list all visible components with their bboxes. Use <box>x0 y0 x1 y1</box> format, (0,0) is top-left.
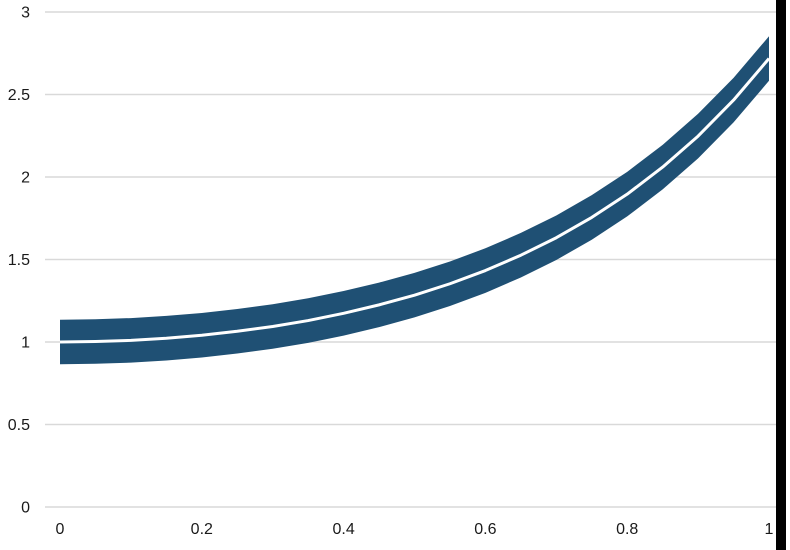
x-tick-label: 0.2 <box>191 521 213 538</box>
x-tick-label: 0 <box>56 521 65 538</box>
y-tick-label: 2 <box>21 170 30 187</box>
right-edge-dark-bar <box>776 0 786 550</box>
y-tick-label: 0.5 <box>8 417 30 434</box>
mean-line <box>59 57 771 344</box>
y-axis-tick-labels: 0 0.5 1 1.5 2 2.5 3 <box>8 5 30 517</box>
x-tick-label: 0.6 <box>474 521 496 538</box>
y-tick-label: 0 <box>21 500 30 517</box>
x-tick-label: 1 <box>765 521 774 538</box>
y-tick-label: 1.5 <box>8 252 30 269</box>
x-tick-label: 0.4 <box>332 521 354 538</box>
y-tick-label: 1 <box>21 335 30 352</box>
confidence-band-area <box>60 36 769 365</box>
y-tick-label: 3 <box>21 5 30 22</box>
x-axis-tick-labels: 0 0.2 0.4 0.6 0.8 1 <box>56 521 774 538</box>
x-tick-label: 0.8 <box>616 521 638 538</box>
gridlines <box>45 11 776 508</box>
y-tick-label: 2.5 <box>8 87 30 104</box>
